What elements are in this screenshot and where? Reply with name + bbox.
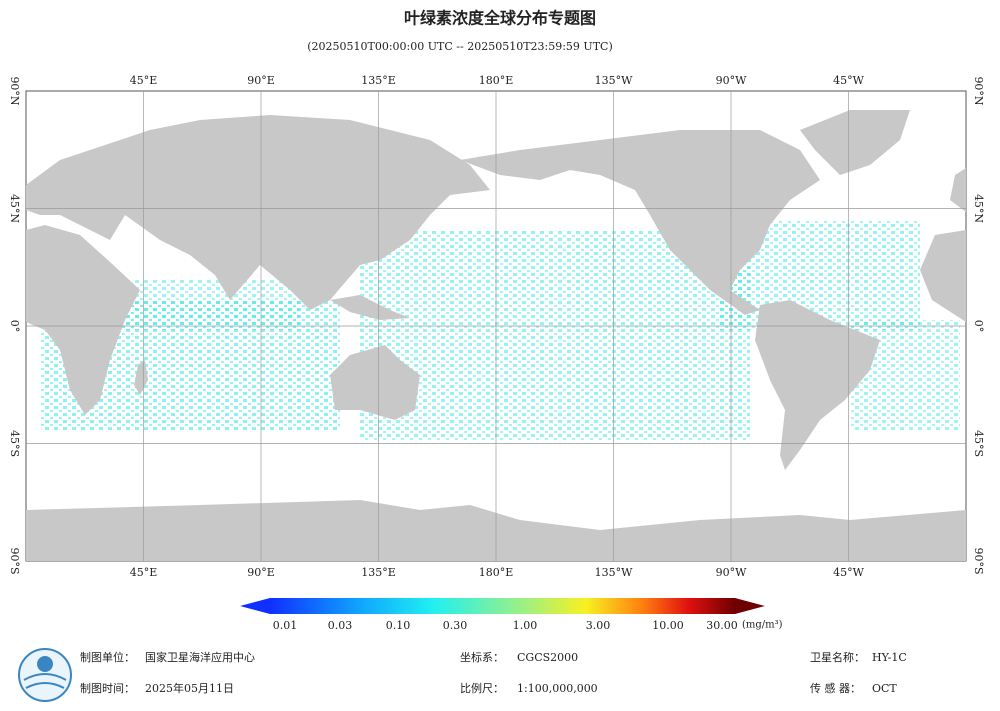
lon-label: 90°W <box>716 74 747 87</box>
colorbar <box>240 598 765 614</box>
lat-label: 90°N <box>972 76 985 105</box>
lon-label: 45°W <box>833 566 864 579</box>
footer-label: 卫星名称： <box>810 650 865 664</box>
footer-label: 坐标系： <box>460 650 504 664</box>
colorbar-label: 3.00 <box>586 619 611 632</box>
colorbar-label: 30.00 <box>706 619 738 632</box>
colorbar-label: 0.30 <box>443 619 468 632</box>
colorbar-label: 1.00 <box>513 619 538 632</box>
map <box>25 90 967 562</box>
footer-label: 比例尺： <box>460 681 504 695</box>
lon-label: 135°E <box>361 74 396 87</box>
lat-label: 45°N <box>8 194 21 223</box>
lon-label: 90°E <box>247 74 275 87</box>
lat-label: 90°S <box>972 547 985 574</box>
colorbar-label: 0.03 <box>328 619 353 632</box>
footer-value: OCT <box>872 682 897 695</box>
lat-label: 45°S <box>972 430 985 457</box>
lon-label: 135°W <box>595 74 633 87</box>
lat-label: 0° <box>8 320 21 333</box>
footer-label: 制图时间： <box>80 682 135 695</box>
subtitle: (20250510T00:00:00 UTC -- 20250510T23:59… <box>307 40 613 53</box>
lon-label: 90°E <box>247 566 275 579</box>
colorbar-unit: (mg/m³) <box>742 620 783 631</box>
lon-label: 45°E <box>130 74 158 87</box>
title: 叶绿素浓度全球分布专题图 <box>404 9 596 28</box>
lat-label: 0° <box>972 320 985 333</box>
lat-label: 45°N <box>972 194 985 223</box>
lon-label: 90°W <box>716 566 747 579</box>
lat-label: 90°S <box>8 547 21 574</box>
lon-label: 180°E <box>479 74 514 87</box>
colorbar-label: 0.10 <box>386 619 411 632</box>
footer-value: 2025年05月11日 <box>145 681 234 695</box>
footer-label: 传 感 器： <box>810 682 861 695</box>
footer-label: 制图单位： <box>80 650 135 664</box>
footer-value: 1:100,000,000 <box>517 682 598 695</box>
lat-label: 90°N <box>8 76 21 105</box>
footer-value: HY-1C <box>872 651 907 664</box>
logo <box>18 648 72 702</box>
lon-label: 45°E <box>130 566 158 579</box>
lon-label: 135°W <box>595 566 633 579</box>
colorbar-label: 10.00 <box>652 619 684 632</box>
lon-label: 180°E <box>479 566 514 579</box>
lon-label: 45°W <box>833 74 864 87</box>
lon-label: 135°E <box>361 566 396 579</box>
footer-value: CGCS2000 <box>517 651 578 664</box>
lat-label: 45°S <box>8 430 21 457</box>
colorbar-label: 0.01 <box>273 619 298 632</box>
footer-value: 国家卫星海洋应用中心 <box>145 650 255 664</box>
